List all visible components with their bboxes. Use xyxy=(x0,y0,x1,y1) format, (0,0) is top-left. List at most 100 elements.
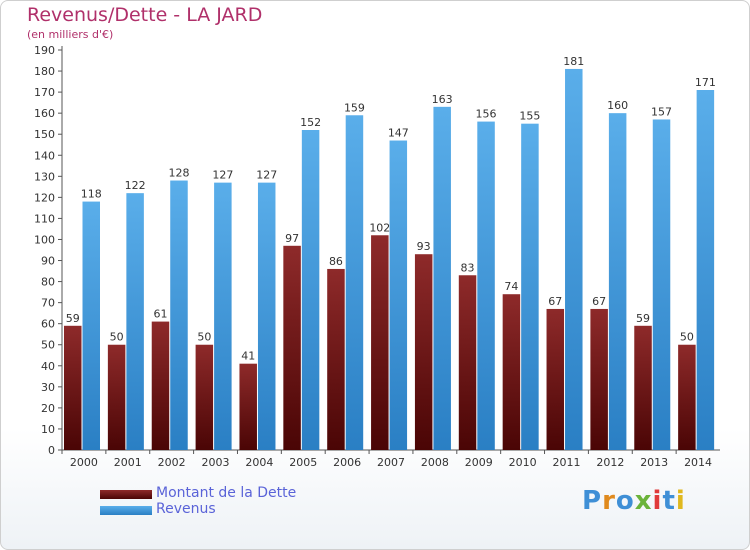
legend-label-revenus: Revenus xyxy=(156,501,216,517)
x-tick-label: 2004 xyxy=(245,456,273,469)
y-tick-label: 60 xyxy=(41,318,55,331)
logo-letter: r xyxy=(602,486,616,516)
x-tick-label: 2002 xyxy=(158,456,186,469)
y-tick-label: 0 xyxy=(48,444,55,457)
y-tick-label: 100 xyxy=(34,233,55,246)
x-tick-label: 2006 xyxy=(333,456,361,469)
bar-dette xyxy=(678,344,696,450)
data-label-dette: 59 xyxy=(66,312,80,325)
bar-revenus xyxy=(301,130,320,450)
bar-dette xyxy=(414,254,433,450)
data-label-revenus: 152 xyxy=(300,116,321,129)
bar-revenus xyxy=(433,106,451,450)
bar-dette xyxy=(502,294,521,450)
x-axis: 2000 2001 2002 2003 2004 2005 2006 2007 2008 2009… xyxy=(61,449,720,469)
data-label-dette: 93 xyxy=(417,240,431,253)
legend-swatch-dette xyxy=(100,490,152,499)
x-tick-label: 2008 xyxy=(421,456,449,469)
data-label-revenus: 127 xyxy=(212,169,233,182)
chart-subtitle: (en milliers d'€) xyxy=(27,28,114,41)
data-label-revenus: 159 xyxy=(344,101,365,114)
logo-letter: i xyxy=(652,486,663,516)
data-label-revenus: 156 xyxy=(476,108,497,121)
y-axis: 0 10 20 30 40 50 60 70 80 90 100 110 120 130 140 150 160… xyxy=(34,44,63,457)
logo-letter: P xyxy=(582,486,603,516)
logo-letter: i xyxy=(675,486,686,516)
bar-dette xyxy=(151,321,170,450)
y-tick-label: 190 xyxy=(34,44,55,57)
y-tick-label: 140 xyxy=(34,149,55,162)
y-tick-label: 130 xyxy=(34,170,55,183)
chart-title: Revenus/Dette - LA JARD xyxy=(27,4,263,26)
x-tick-label: 2009 xyxy=(465,456,493,469)
bar-dette xyxy=(283,245,301,450)
data-label-revenus: 147 xyxy=(388,127,409,140)
logo-letter: o xyxy=(615,486,635,516)
data-label-revenus: 155 xyxy=(519,110,540,123)
data-label-dette: 61 xyxy=(153,308,167,321)
bar-revenus xyxy=(82,201,100,450)
data-label-dette: 67 xyxy=(592,295,606,308)
bar-dette xyxy=(239,363,257,450)
data-label-dette: 50 xyxy=(110,331,124,344)
data-label-dette: 102 xyxy=(369,221,390,234)
bar-dette xyxy=(195,344,214,450)
bar-revenus xyxy=(696,90,715,450)
data-label-dette: 74 xyxy=(504,280,518,293)
y-tick-label: 160 xyxy=(34,107,55,120)
bar-revenus xyxy=(126,193,144,450)
bar-dette xyxy=(107,344,126,450)
bar-revenus xyxy=(345,115,364,451)
data-label-revenus: 118 xyxy=(81,188,102,201)
x-tick-label: 2010 xyxy=(509,456,537,469)
x-tick-label: 2007 xyxy=(377,456,405,469)
bar-revenus xyxy=(214,182,232,450)
x-tick-label: 2012 xyxy=(596,456,624,469)
y-tick-label: 10 xyxy=(41,423,55,436)
bar-revenus xyxy=(521,123,539,451)
y-tick-label: 70 xyxy=(41,297,55,310)
data-label-dette: 59 xyxy=(636,312,650,325)
bar-dette xyxy=(546,308,565,450)
data-label-dette: 41 xyxy=(241,350,255,363)
bar-revenus xyxy=(565,68,583,451)
data-label-revenus: 181 xyxy=(563,55,584,68)
data-label-revenus: 128 xyxy=(168,167,189,180)
bar-dette xyxy=(327,268,345,450)
data-label-revenus: 171 xyxy=(695,76,716,89)
logo-letter: t xyxy=(662,486,676,516)
y-tick-label: 20 xyxy=(41,402,55,415)
x-tick-label: 2001 xyxy=(114,456,142,469)
bar-revenus xyxy=(170,180,188,451)
data-label-revenus: 160 xyxy=(607,99,628,112)
bar-revenus xyxy=(477,121,495,450)
data-label-dette: 86 xyxy=(329,255,343,268)
y-tick-label: 180 xyxy=(34,65,55,78)
bar-revenus xyxy=(608,113,627,450)
data-label-dette: 83 xyxy=(461,261,475,274)
y-tick-label: 110 xyxy=(34,212,55,225)
bar-dette xyxy=(590,308,608,450)
data-label-dette: 50 xyxy=(197,331,211,344)
bar-dette xyxy=(371,235,389,450)
y-tick-label: 50 xyxy=(41,339,55,352)
bar-dette xyxy=(458,275,477,450)
data-labels: 59 118 50 122 61 128 50 127 41 127 97 152 86 159 102 14… xyxy=(66,55,716,363)
y-tick-label: 90 xyxy=(41,255,55,268)
x-tick-label: 2011 xyxy=(552,456,580,469)
bars xyxy=(64,68,715,451)
y-tick-label: 30 xyxy=(41,381,55,394)
bar-dette xyxy=(64,325,82,450)
legend-swatch-revenus xyxy=(100,506,152,515)
y-tick-label: 170 xyxy=(34,86,55,99)
bar-revenus xyxy=(389,140,408,451)
data-label-revenus: 157 xyxy=(651,105,672,118)
data-label-dette: 50 xyxy=(680,331,694,344)
x-tick-label: 2003 xyxy=(202,456,230,469)
logo-letter: x xyxy=(634,486,653,516)
x-tick-label: 2013 xyxy=(640,456,668,469)
x-tick-label: 2014 xyxy=(684,456,712,469)
data-label-revenus: 127 xyxy=(256,169,277,182)
bar-revenus xyxy=(652,119,671,450)
